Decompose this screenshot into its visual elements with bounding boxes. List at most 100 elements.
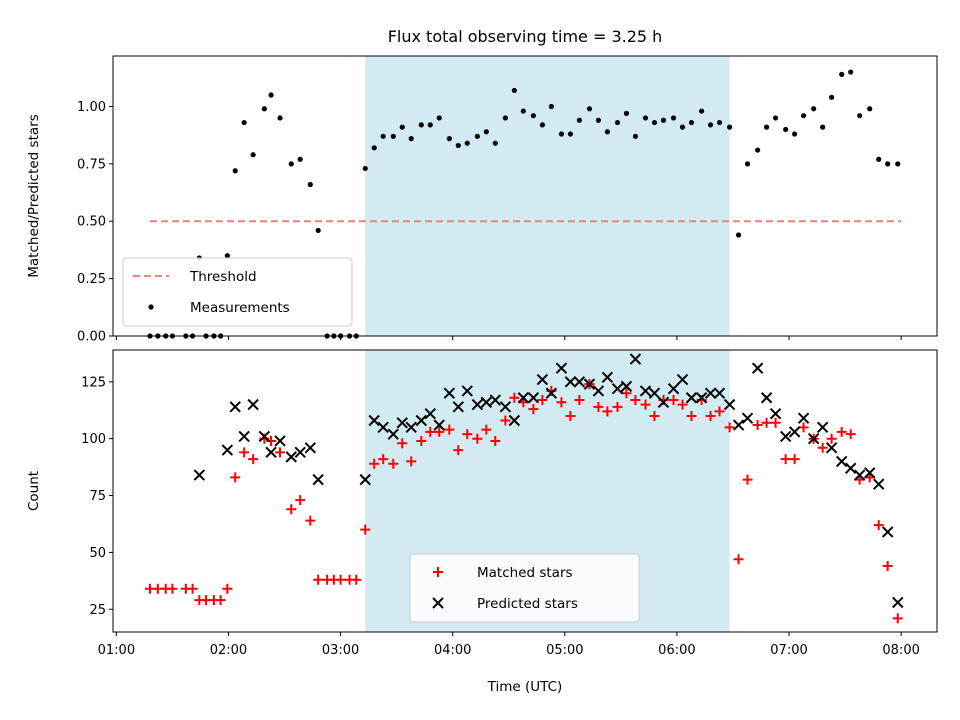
data-point bbox=[453, 445, 464, 456]
data-point bbox=[716, 119, 723, 126]
data-point bbox=[867, 106, 873, 112]
data-point bbox=[221, 444, 234, 456]
data-point bbox=[602, 406, 613, 417]
legend-label: Threshold bbox=[189, 269, 257, 285]
data-point bbox=[621, 388, 632, 399]
data-point bbox=[657, 396, 670, 409]
data-point bbox=[811, 106, 817, 112]
data-point bbox=[444, 424, 455, 435]
data-point bbox=[686, 410, 697, 421]
data-point bbox=[612, 401, 623, 412]
data-point bbox=[670, 115, 677, 121]
data-point bbox=[268, 92, 274, 98]
data-point bbox=[707, 122, 714, 128]
data-point bbox=[829, 94, 835, 100]
data-point bbox=[881, 526, 894, 538]
data-point bbox=[489, 394, 501, 406]
data-point bbox=[798, 422, 809, 433]
data-point bbox=[436, 115, 442, 121]
y-axis-label: Count bbox=[26, 471, 42, 511]
data-point bbox=[368, 414, 380, 427]
data-point bbox=[415, 414, 428, 427]
y-tick-label: 0.75 bbox=[77, 157, 106, 172]
data-point bbox=[885, 161, 891, 167]
data-point bbox=[528, 404, 539, 415]
data-point bbox=[857, 113, 863, 119]
data-point bbox=[695, 392, 708, 404]
data-point bbox=[397, 438, 408, 449]
data-point bbox=[629, 353, 642, 365]
data-point bbox=[744, 161, 751, 167]
data-point bbox=[490, 435, 501, 446]
data-point bbox=[369, 458, 380, 469]
data-point bbox=[623, 110, 630, 116]
data-point bbox=[307, 181, 313, 188]
data-point bbox=[835, 455, 848, 468]
data-point bbox=[825, 442, 838, 454]
y-tick-label: 100 bbox=[81, 432, 106, 447]
data-point bbox=[315, 227, 321, 234]
legend-label: Measurements bbox=[190, 300, 290, 316]
data-point bbox=[713, 387, 726, 399]
data-point bbox=[724, 422, 735, 433]
data-point bbox=[509, 392, 520, 403]
y-axis-label: Matched/Predicted stars bbox=[26, 114, 42, 277]
data-point bbox=[848, 69, 854, 75]
data-point bbox=[425, 426, 436, 437]
data-point bbox=[378, 454, 389, 465]
data-point bbox=[446, 136, 452, 142]
x-tick-label: 04:00 bbox=[434, 643, 471, 658]
data-point bbox=[434, 426, 445, 437]
x-tick-label: 07:00 bbox=[770, 643, 807, 658]
data-point bbox=[792, 131, 798, 137]
data-point bbox=[651, 119, 658, 126]
data-point bbox=[632, 133, 639, 139]
data-point bbox=[222, 583, 233, 594]
data-point bbox=[836, 426, 847, 437]
data-point bbox=[517, 392, 530, 404]
data-point bbox=[304, 442, 317, 454]
data-point bbox=[733, 554, 744, 565]
data-point bbox=[574, 395, 585, 406]
data-point bbox=[892, 613, 903, 624]
x-tick-label: 01:00 bbox=[98, 643, 135, 658]
data-point bbox=[604, 129, 611, 135]
data-point bbox=[593, 401, 604, 412]
legend-box bbox=[409, 553, 640, 623]
data-point bbox=[873, 520, 884, 531]
ratio-panel: 0.00 0.25 0.50 0.75 1.00 Matched/Predicted st… bbox=[26, 55, 938, 345]
data-point bbox=[390, 133, 396, 139]
data-point bbox=[555, 362, 568, 374]
data-point bbox=[483, 129, 489, 135]
data-point bbox=[892, 596, 904, 609]
legend-x-swatch bbox=[432, 597, 444, 609]
data-point bbox=[752, 420, 763, 431]
x-tick-label: 03:00 bbox=[322, 643, 359, 658]
data-point bbox=[167, 583, 178, 594]
axes-frame bbox=[112, 349, 938, 633]
data-point bbox=[820, 124, 826, 130]
data-point bbox=[640, 399, 651, 410]
data-point bbox=[779, 430, 792, 443]
data-point bbox=[377, 421, 389, 434]
legend-plus-swatch bbox=[433, 567, 443, 577]
data-point bbox=[545, 387, 558, 399]
y-tick-label: 0.00 bbox=[77, 330, 106, 345]
legend: Matched stars Predicted stars bbox=[409, 553, 640, 623]
data-point bbox=[274, 435, 286, 447]
y-tick-label: 50 bbox=[89, 546, 106, 561]
data-point bbox=[359, 473, 371, 486]
data-point bbox=[335, 574, 346, 585]
data-point bbox=[461, 385, 473, 397]
data-point bbox=[614, 119, 621, 126]
series-predicted-stars bbox=[193, 353, 904, 609]
data-point bbox=[726, 124, 733, 130]
data-point bbox=[265, 446, 277, 459]
data-point bbox=[416, 435, 427, 446]
data-point bbox=[433, 419, 445, 431]
data-point bbox=[895, 161, 901, 167]
legend: Threshold Measurements bbox=[122, 257, 353, 327]
x-tick-label: 06:00 bbox=[658, 643, 695, 658]
x-tick-label: 08:00 bbox=[882, 643, 919, 658]
data-point bbox=[761, 417, 772, 428]
